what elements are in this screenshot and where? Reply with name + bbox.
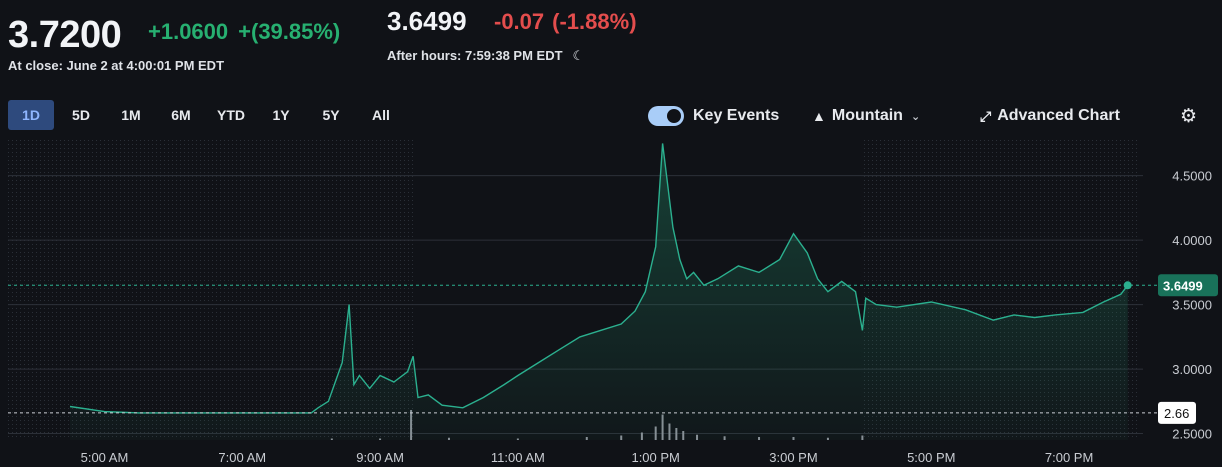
x-tick-label: 9:00 AM: [356, 450, 404, 465]
price-area: [70, 143, 1128, 440]
range-1y-button[interactable]: 1Y: [272, 107, 290, 123]
y-tick-label: 2.5000: [1172, 427, 1212, 442]
price-line: [69, 143, 1129, 414]
advanced-chart-button[interactable]: ⤢ Advanced Chart: [980, 104, 1120, 128]
price-change: +1.0600 +(39.85%): [148, 19, 350, 45]
gear-icon: ⚙: [1180, 105, 1198, 127]
key-events-label[interactable]: Key Events: [693, 107, 780, 124]
after-hours-price: 3.6499: [387, 6, 467, 36]
x-tick-label: 3:00 PM: [769, 450, 817, 465]
chevron-down-icon: ⌄: [910, 110, 921, 123]
after-hours-timestamp: After hours: 7:59:38 PM EDT ☾: [387, 48, 584, 64]
key-events-toggle[interactable]: [648, 106, 684, 126]
range-all-button[interactable]: All: [372, 107, 390, 123]
last-price-dot: [1123, 281, 1132, 290]
change-percent: +(39.85%): [238, 19, 341, 44]
after-hours-change-value: -0.07: [494, 9, 545, 34]
range-1m-button[interactable]: 1M: [121, 107, 141, 123]
previous-close-tag-label: 2.66: [1164, 406, 1189, 421]
x-tick-label: 5:00 AM: [81, 450, 129, 465]
last-price-tag-label: 3.6499: [1163, 278, 1203, 293]
y-tick-label: 3.0000: [1172, 362, 1212, 377]
chart-type-label: Mountain: [831, 107, 903, 124]
price: 3.7200: [8, 14, 122, 56]
close-timestamp: At close: June 2 at 4:00:01 PM EDT: [8, 58, 225, 73]
y-tick-label: 3.5000: [1172, 298, 1212, 313]
moon-icon: ☾: [572, 48, 585, 63]
advanced-chart-label: Advanced Chart: [997, 107, 1120, 124]
range-6m-button[interactable]: 6M: [171, 107, 191, 123]
y-tick-label: 4.5000: [1172, 169, 1212, 184]
range-selector: 1D 5D 1M 6M YTD 1Y 5Y All: [8, 100, 404, 130]
x-tick-label: 1:00 PM: [631, 450, 679, 465]
settings-button[interactable]: ⚙: [1180, 104, 1197, 128]
y-tick-label: 4.0000: [1172, 233, 1212, 248]
range-1d-button[interactable]: 1D: [8, 100, 54, 130]
chart-type-dropdown[interactable]: ▲ Mountain ⌄: [812, 104, 920, 128]
x-tick-label: 5:00 PM: [907, 450, 955, 465]
x-tick-label: 11:00 AM: [491, 450, 545, 465]
x-axis: 5:00 AM 7:00 AM 9:00 AM 11:00 AM 1:00 PM 3:00…: [81, 450, 1094, 465]
range-5y-button[interactable]: 5Y: [322, 107, 340, 123]
x-tick-label: 7:00 PM: [1045, 450, 1093, 465]
mountain-icon: ▲: [812, 108, 826, 124]
last-price-tag: 3.6499: [1158, 274, 1218, 297]
y-axis: 2.5000 3.0000 3.5000 4.0000 4.5000: [1172, 169, 1212, 442]
expand-arrows-icon: ⤢: [980, 107, 992, 124]
range-ytd-button[interactable]: YTD: [217, 107, 245, 123]
previous-close-tag: 2.66: [1158, 401, 1196, 424]
x-tick-label: 7:00 AM: [218, 450, 266, 465]
after-hours-change-percent: (-1.88%): [552, 9, 637, 34]
change-value: +1.0600: [148, 19, 229, 44]
after-hours-label: After hours: 7:59:38 PM EDT: [387, 48, 563, 63]
range-5d-button[interactable]: 5D: [72, 107, 90, 123]
after-hours-change: -0.07 (-1.88%): [494, 9, 645, 35]
